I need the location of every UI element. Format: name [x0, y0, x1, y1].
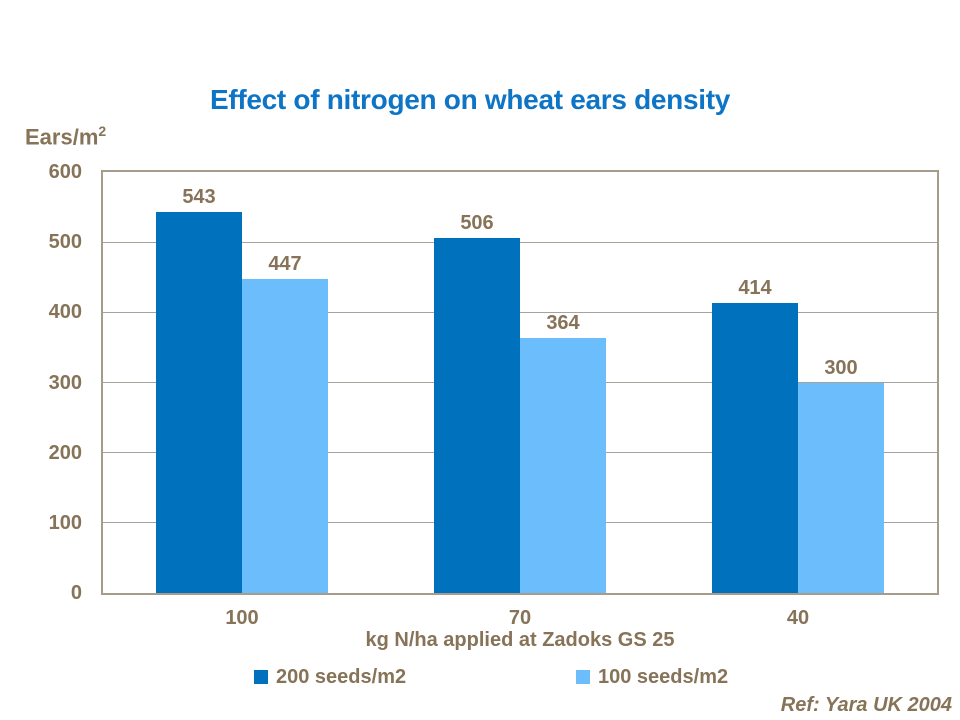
bar-100-seeds-cat-100: [242, 279, 328, 593]
bar-200-seeds-cat-70: [434, 237, 520, 593]
bar-100-seeds-cat-40: [798, 382, 884, 593]
bar-100-seeds-cat-70: [520, 337, 606, 593]
y-tick-label: 100: [48, 511, 82, 534]
y-tick-label: 500: [48, 231, 82, 254]
x-tick-label: 70: [508, 607, 532, 629]
bar-200-seeds-cat-100: [156, 212, 242, 593]
y-tick-label: 200: [48, 441, 82, 464]
y-axis-unit-superscript: 2: [98, 123, 107, 139]
y-tick-label: 600: [48, 161, 82, 183]
y-tick-label: 300: [48, 371, 82, 394]
legend-label-100-seeds: 100 seeds/m2: [598, 666, 729, 688]
bar-value-label: 447: [268, 253, 302, 276]
bar-value-label: 364: [546, 311, 580, 334]
legend-swatch-100-seeds: [576, 670, 590, 684]
gridline: [103, 241, 937, 243]
y-axis-unit-label: Ears/m2: [25, 123, 106, 150]
reference-note: Ref: Yara UK 2004: [780, 694, 952, 716]
legend-label-200-seeds: 200 seeds/m2: [276, 666, 407, 688]
bar-200-seeds-cat-40: [712, 302, 798, 593]
bar-value-label: 414: [738, 276, 772, 299]
legend-item-200-seeds: 200 seeds/m2: [254, 665, 406, 689]
bar-value-label: 506: [460, 211, 494, 234]
x-axis-title: kg N/ha applied at Zadoks GS 25: [365, 629, 675, 651]
legend-swatch-200-seeds: [254, 670, 268, 684]
bar-value-label: 543: [182, 185, 216, 208]
gridline: [103, 311, 937, 313]
legend-item-100-seeds: 100 seeds/m2: [576, 665, 728, 689]
y-tick-label: 400: [48, 301, 82, 324]
bar-value-label: 300: [824, 356, 858, 379]
y-tick-label: 0: [70, 582, 82, 604]
y-axis-unit-text: Ears/m: [25, 124, 99, 150]
x-tick-label: 40: [786, 607, 810, 629]
chart-title: Effect of nitrogen on wheat ears density: [209, 84, 731, 115]
x-tick-label: 100: [225, 607, 259, 629]
plot-area: 543 447 506 364 414 300: [101, 170, 939, 595]
